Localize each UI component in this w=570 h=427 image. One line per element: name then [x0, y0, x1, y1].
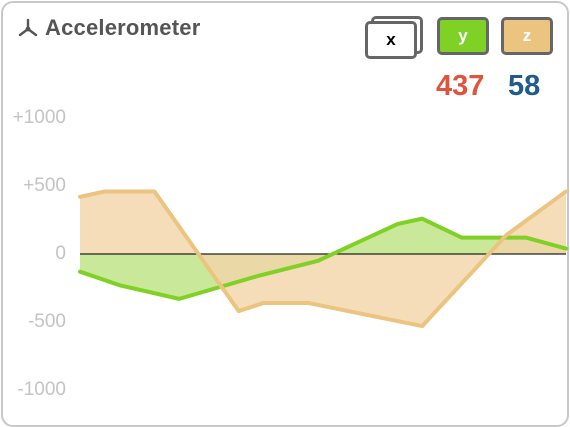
series-y-area: [80, 218, 566, 299]
y-axis-button[interactable]: y: [437, 17, 489, 55]
axes-icon: [18, 18, 38, 37]
series-z-line: [78, 189, 568, 329]
y-tick-label: +500: [23, 175, 66, 196]
y-tick-label: +1000: [12, 107, 66, 128]
series-y-line: [78, 216, 568, 301]
title-area: Accelerometer: [17, 15, 200, 41]
z-axis-button[interactable]: z: [501, 17, 553, 55]
y-tick-label: -500: [27, 311, 66, 332]
y-tick-label: 0: [55, 243, 66, 264]
y-tick-label: -1000: [17, 379, 66, 400]
z-readout: 58: [508, 70, 541, 102]
y-readout: 437: [436, 70, 485, 102]
x-axis-button[interactable]: x: [365, 21, 417, 59]
widget-title: Accelerometer: [45, 15, 201, 40]
